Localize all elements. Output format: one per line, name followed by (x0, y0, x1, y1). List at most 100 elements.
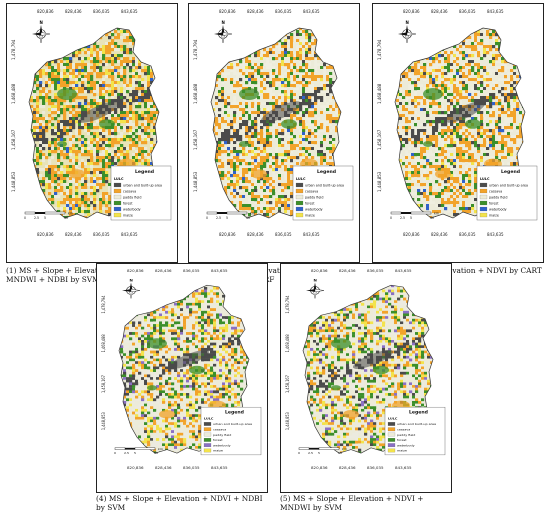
x-tick-label-bottom: 828,436 (155, 466, 172, 470)
legend-item-label: cassava (123, 189, 136, 193)
north-label: N (222, 20, 225, 25)
x-tick-label-top: 836,035 (183, 269, 200, 273)
north-arrow-icon: N (214, 20, 233, 44)
legend-item-label: urban and built-up area (123, 183, 162, 187)
map-caption: (3) MS + Slope + Elevation + NDVI by CAR… (372, 266, 542, 275)
x-tick-label-bottom: 836,035 (275, 232, 292, 237)
legend-item-label: paddy field (397, 433, 415, 437)
legend-subtitle: LULC (296, 177, 306, 181)
legend-item-label: cassava (213, 428, 226, 432)
y-tick-label: 1,448,853 (11, 171, 16, 192)
y-tick-label: 1,458,167 (193, 129, 198, 150)
map-frame: 820,836 820,836 828,436 828,436 836,035 836,0… (188, 3, 360, 263)
legend-swatch (387, 448, 396, 453)
x-tick-label-bottom: 843,635 (211, 466, 228, 470)
legend-swatch (479, 212, 488, 218)
x-tick-label-top: 843,635 (395, 269, 412, 273)
map-panel-5: 820,836 820,836 828,436 828,436 836,035 836,0… (280, 263, 452, 519)
scale-label: 0 (24, 216, 26, 220)
x-tick-label-bottom: 836,035 (459, 232, 476, 237)
legend-title: Legend (409, 410, 428, 416)
legend-swatch (479, 206, 488, 212)
legend-item-label: paddy field (305, 195, 323, 199)
x-tick-label-top: 828,436 (65, 9, 82, 14)
legend-item-label: urban and built-up area (305, 183, 344, 187)
legend-item-label: waterbody (213, 444, 231, 448)
scale-label: 0 (206, 216, 208, 220)
x-tick-label-top: 820,836 (37, 9, 54, 14)
x-tick-label-top: 820,836 (219, 9, 236, 14)
legend-swatch (295, 194, 304, 200)
y-tick-label: 1,458,167 (286, 375, 290, 394)
y-tick-label: 1,468,488 (377, 83, 382, 104)
legend-item-label: cassava (489, 189, 502, 193)
legend-item-label: maize (489, 213, 499, 217)
legend-item-label: paddy field (489, 195, 507, 199)
scale-label: 10 (246, 216, 250, 220)
legend-title: Legend (501, 169, 520, 175)
y-tick-label: 1,468,488 (193, 83, 198, 104)
x-tick-label-top: 820,836 (127, 269, 144, 273)
scale-label: 5 (410, 216, 412, 220)
scale-label: 2.5 (216, 216, 221, 220)
legend-swatch (203, 427, 212, 432)
x-tick-label-top: 843,635 (211, 269, 228, 273)
scale-unit: km (342, 447, 347, 451)
map-caption: (4) MS + Slope + Elevation + NDVI + NDBI… (96, 494, 263, 512)
x-tick-label-bottom: 843,635 (303, 232, 320, 237)
legend-item-label: cassava (397, 428, 410, 432)
legend-swatch (113, 212, 122, 218)
map-caption: (1) MS + Slope + Elevation + NDVI + MNDW… (6, 266, 150, 284)
scale-label: 0 (114, 451, 116, 455)
lulc-map-svg: 820,836 820,836 828,436 828,436 836,035 836,0… (377, 9, 538, 237)
legend-swatch (479, 194, 488, 200)
north-arrow-icon: N (32, 20, 51, 44)
y-tick-label: 1,458,167 (11, 129, 16, 150)
legend-swatch (203, 443, 212, 448)
x-tick-label-top: 843,635 (303, 9, 320, 14)
legend-swatch (295, 188, 304, 194)
scale-label: 10 (154, 451, 158, 455)
legend-swatch (113, 200, 122, 206)
legend-item-label: maize (123, 213, 133, 217)
y-tick-label: 1,478,794 (102, 295, 106, 314)
x-tick-label-top: 828,436 (247, 9, 264, 14)
legend-item-label: urban and built-up area (213, 422, 252, 426)
x-tick-label-bottom: 836,035 (183, 466, 200, 470)
legend-item-label: forest (489, 201, 499, 205)
legend-item-label: paddy field (123, 195, 141, 199)
x-tick-label-bottom: 820,836 (403, 232, 420, 237)
legend-item-label: cassava (305, 189, 318, 193)
scale-label: 0 (390, 216, 392, 220)
legend-item-label: urban and built-up area (397, 422, 436, 426)
legend-swatch (295, 206, 304, 212)
legend-item-label: paddy field (213, 433, 231, 437)
scale-label: 0 (298, 451, 300, 455)
scale-unit: km (68, 211, 73, 215)
y-tick-label: 1,478,794 (193, 39, 198, 60)
north-label: N (40, 20, 43, 25)
legend-swatch (387, 438, 396, 442)
scale-label: 5 (44, 216, 46, 220)
x-tick-label-bottom: 820,836 (311, 466, 328, 470)
x-tick-label-bottom: 843,635 (121, 232, 138, 237)
north-label: N (406, 20, 409, 25)
x-tick-label-bottom: 836,035 (367, 466, 384, 470)
scale-label: 10 (430, 216, 434, 220)
legend-subtitle: LULC (388, 417, 398, 421)
legend-swatch (387, 432, 396, 437)
x-tick-label-top: 843,635 (487, 9, 504, 14)
lulc-map-svg: 820,836 820,836 828,436 828,436 836,035 836,0… (102, 269, 262, 470)
legend-item-label: maize (397, 449, 407, 453)
scale-label: 2.5 (308, 451, 313, 455)
legend-swatch (203, 422, 212, 426)
legend-swatch (295, 212, 304, 218)
legend-swatch (113, 182, 122, 188)
x-tick-label-top: 836,035 (275, 9, 292, 14)
north-arrow-icon: N (398, 20, 417, 44)
